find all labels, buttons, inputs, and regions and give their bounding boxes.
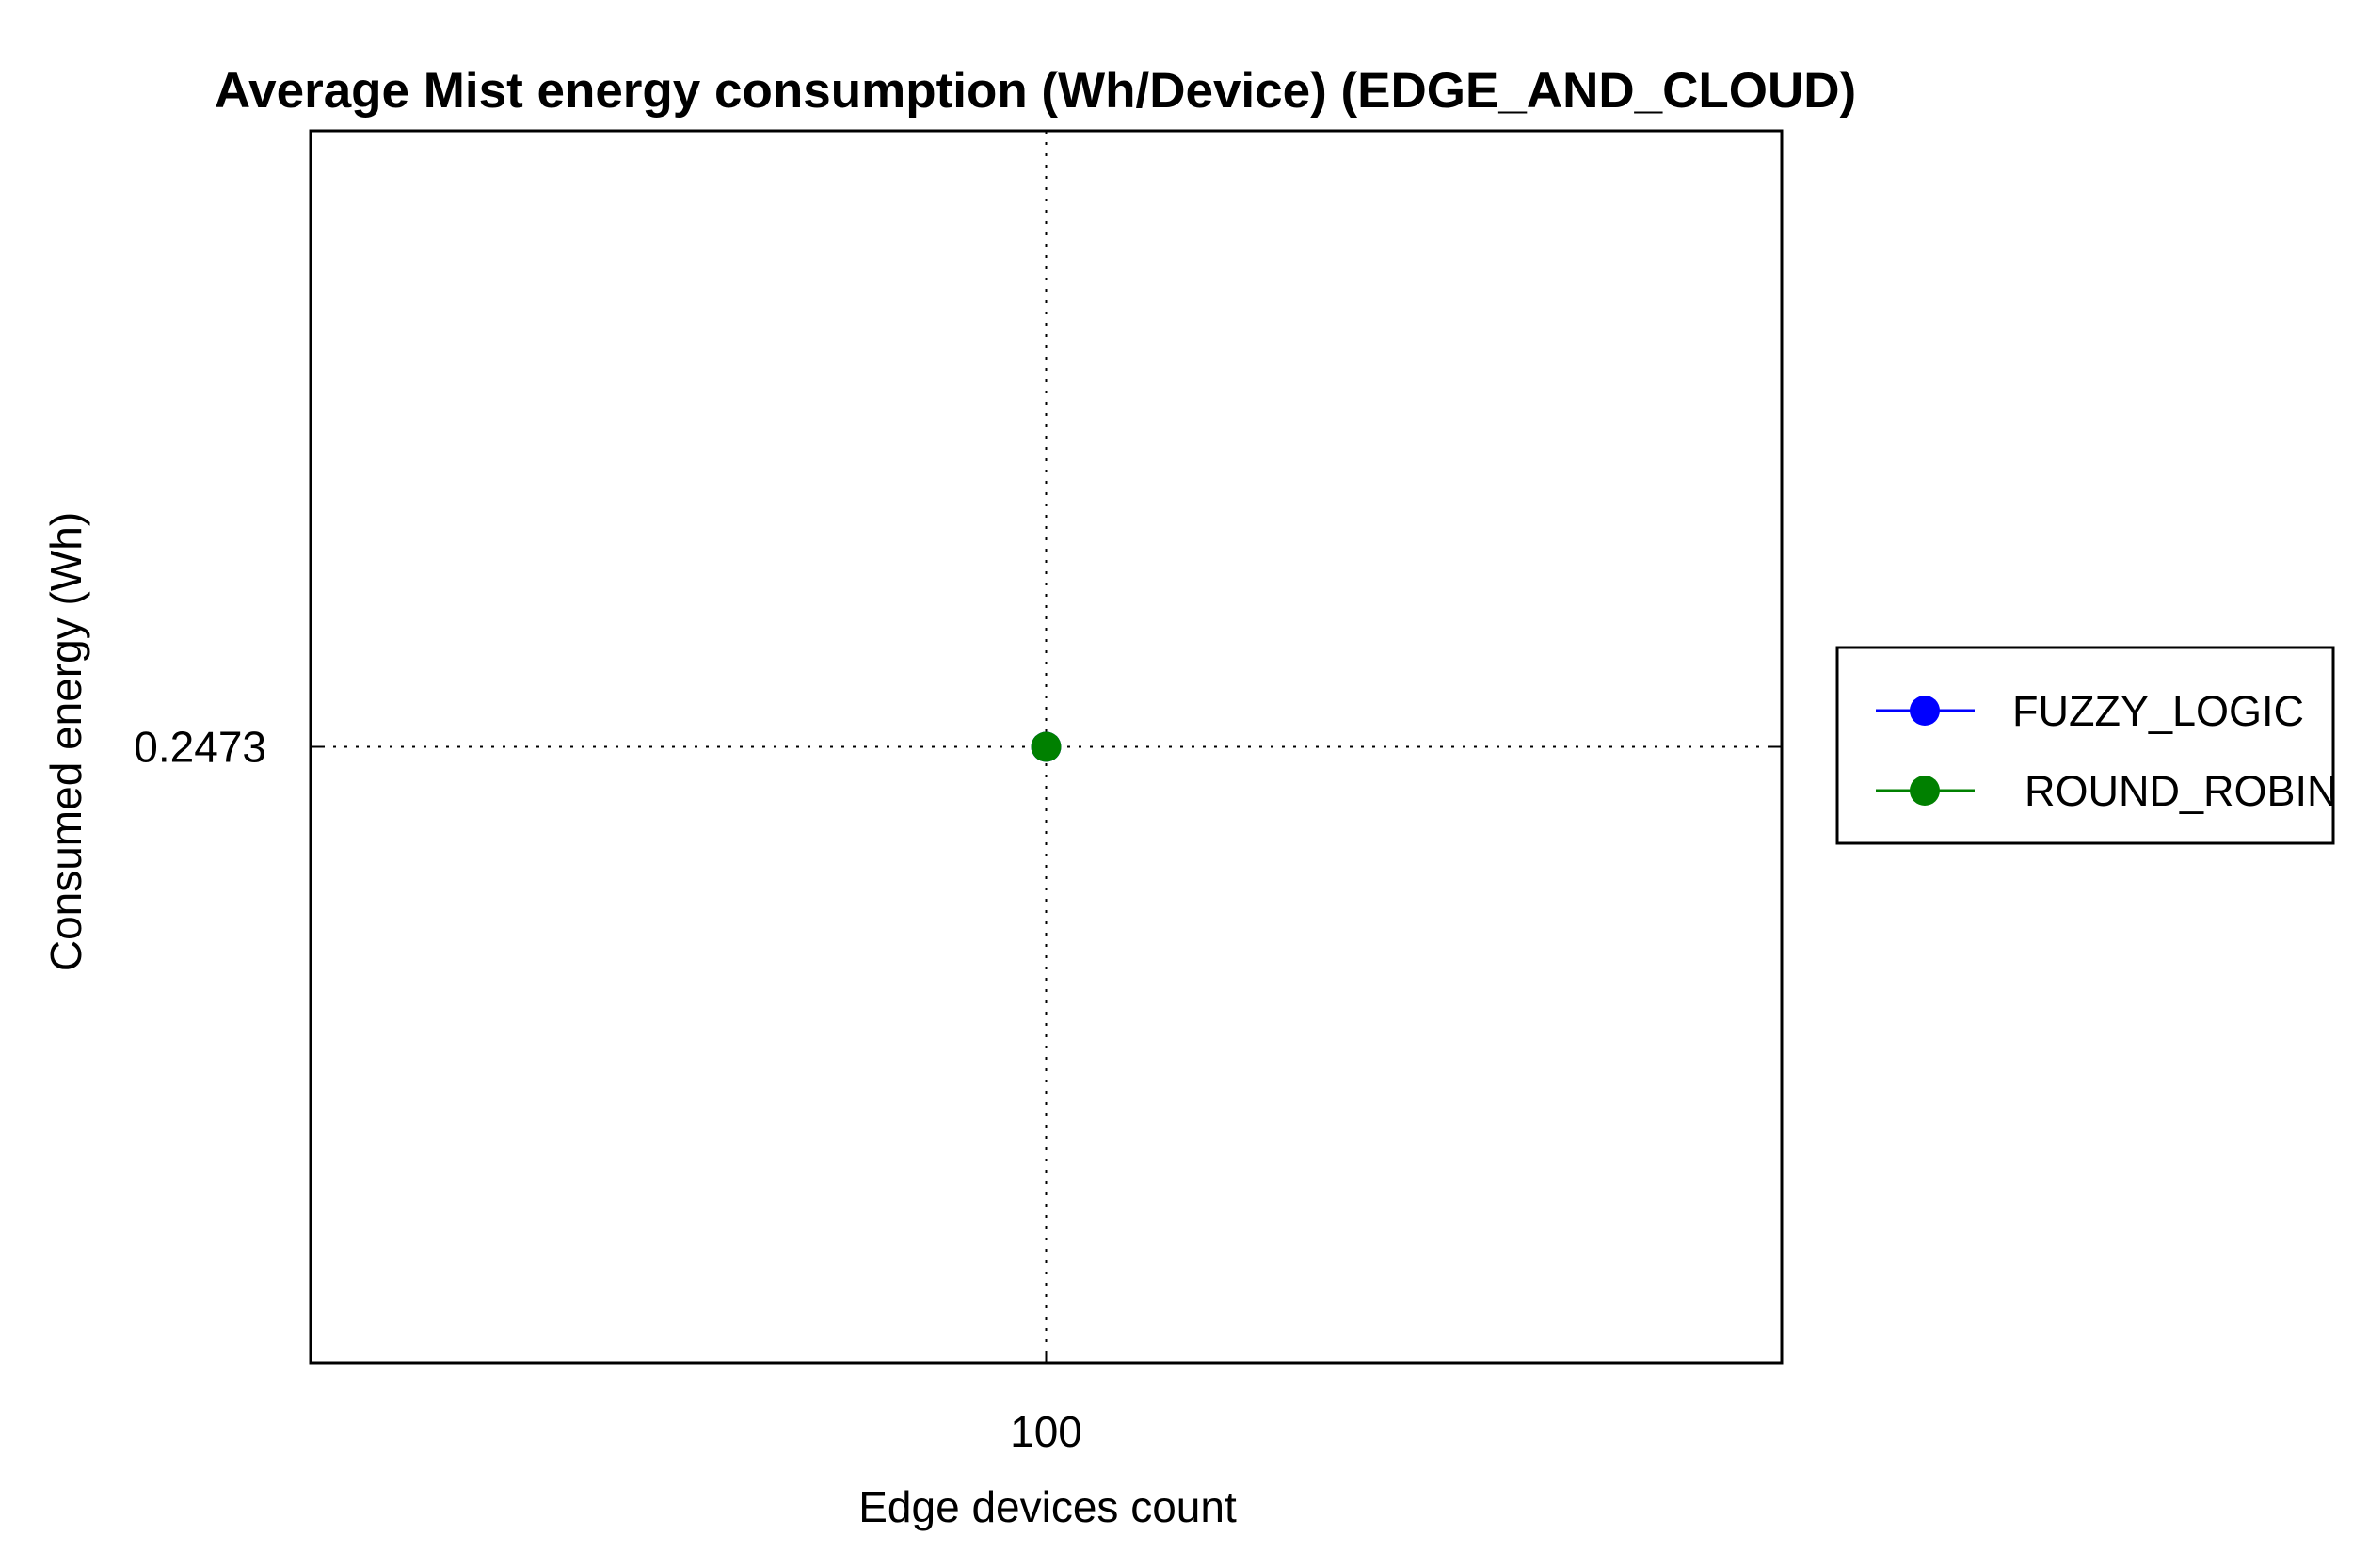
data-point	[1031, 731, 1062, 762]
legend-label: ROUND_ROBIN	[2025, 767, 2338, 815]
series-round-robin	[1031, 731, 1062, 762]
legend-frame	[1835, 646, 2335, 845]
legend-item: ROUND_ROBIN	[1876, 767, 2338, 815]
series-layer	[1031, 731, 1062, 762]
x-axis-ticks: 100	[1010, 1352, 1082, 1456]
legend-items: FUZZY_LOGIC ROUND_ROBIN	[1876, 687, 2338, 815]
x-tick-label: 100	[1010, 1407, 1082, 1456]
legend-marker	[1910, 776, 1940, 806]
legend: FUZZY_LOGIC ROUND_ROBIN	[1835, 646, 2338, 845]
y-axis-ticks: 0.2473	[134, 723, 1782, 772]
chart-title: Average Mist energy consumption (Wh/Devi…	[215, 63, 1856, 119]
y-axis-label: Consumed energy (Wh)	[41, 512, 90, 971]
x-axis-label: Edge devices count	[858, 1482, 1237, 1531]
legend-label: FUZZY_LOGIC	[2012, 687, 2304, 735]
legend-marker	[1910, 696, 1940, 726]
legend-item: FUZZY_LOGIC	[1876, 687, 2304, 735]
y-tick-label: 0.2473	[134, 723, 266, 772]
